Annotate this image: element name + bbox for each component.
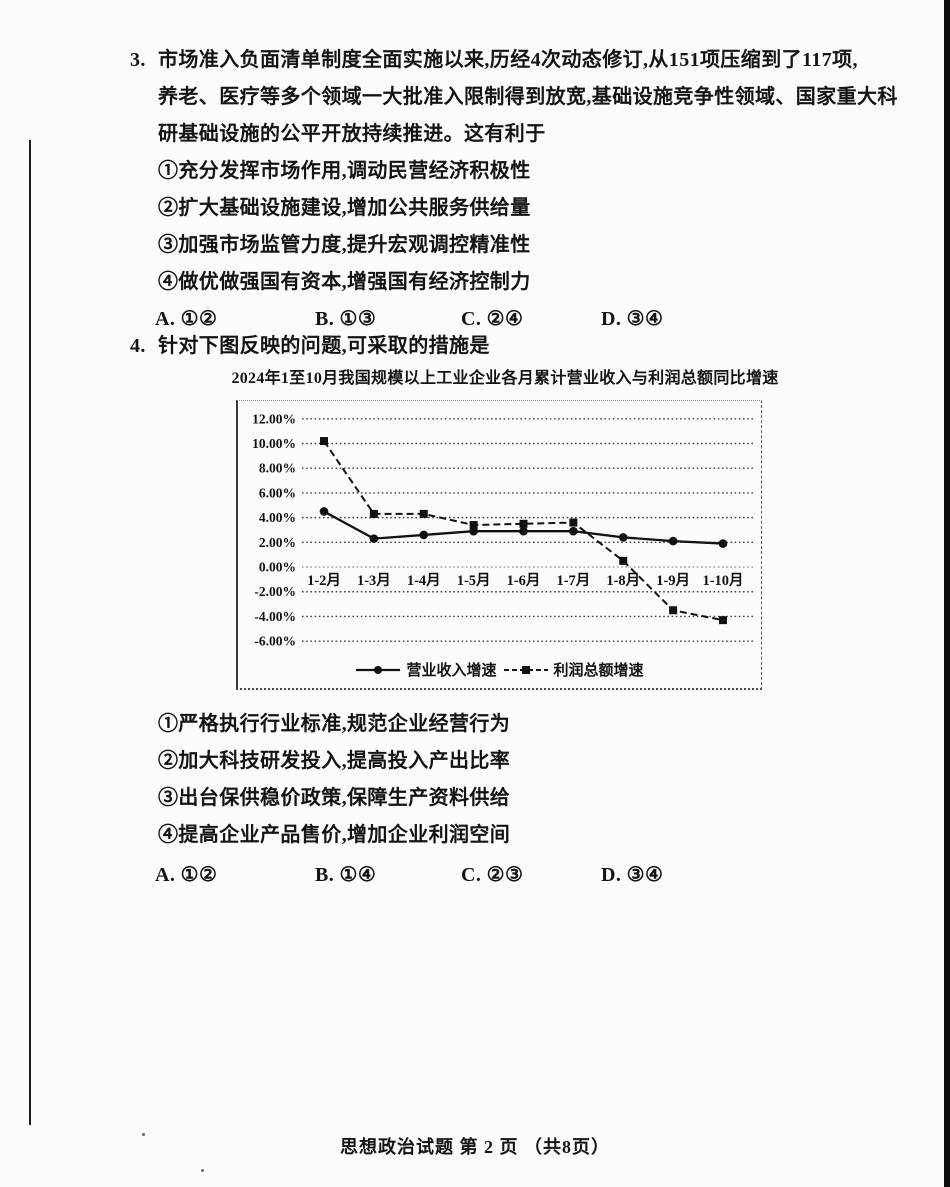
svg-text:1-2月: 1-2月 (307, 572, 341, 589)
question-4-options-row: A. ①② B. ①④ C. ②③ D. ③④ (130, 857, 942, 894)
question-number: 4. (130, 335, 146, 357)
chart-frame: 12.00% 10.00% 8.00% 6.00% 4.00% 2.00% 0.00% -2.… (236, 400, 762, 690)
question-4-statement-2: ②加大科技研发投入,提高投入产出比率 (158, 750, 511, 772)
series-0 (319, 507, 728, 548)
question-4-option-a: A. ①② (155, 864, 218, 886)
question-3-option-c: C. ②④ (461, 308, 524, 330)
legend-label: 利润总额增速 (553, 663, 644, 679)
question-4-body: ①严格执行行业标准,规范企业经营行为 ②加大科技研发投入,提高投入产出比率 ③出… (130, 706, 942, 894)
question-3-statement-2: ②扩大基础设施建设,增加公共服务供给量 (158, 197, 531, 219)
svg-text:6.00%: 6.00% (259, 485, 296, 500)
legend-item-profit: 利润总额增速 (503, 659, 644, 680)
svg-text:1-8月: 1-8月 (606, 572, 640, 589)
question-4-option-b: B. ①④ (315, 864, 377, 886)
question-4-statement-3: ③出台保供稳价政策,保障生产资料供给 (158, 787, 511, 809)
question-4-stem-line: 4. 针对下图反映的问题,可采取的措施是 (130, 328, 942, 365)
svg-text:-2.00%: -2.00% (254, 584, 296, 599)
svg-text:1-10月: 1-10月 (702, 572, 743, 589)
question-3-stem-line: 3. 市场准入负面清单制度全面实施以来,历经4次动态修订,从151项压缩到了117… (130, 42, 942, 79)
svg-text:1-3月: 1-3月 (357, 572, 391, 589)
svg-text:4.00%: 4.00% (259, 510, 296, 525)
question-3: 3. 市场准入负面清单制度全面实施以来,历经4次动态修订,从151项压缩到了117… (130, 42, 942, 338)
question-3-option-b: B. ①③ (315, 308, 377, 330)
svg-text:-6.00%: -6.00% (254, 634, 296, 649)
svg-text:2.00%: 2.00% (259, 535, 296, 550)
svg-text:1-5月: 1-5月 (457, 572, 491, 589)
question-4-option-c: C. ②③ (461, 864, 524, 886)
chart-title: 2024年1至10月我国规模以上工业企业各月累计营业收入与利润总额同比增速 (231, 370, 779, 387)
gridlines: 12.00% 10.00% 8.00% 6.00% 4.00% 2.00% 0.00% -2.… (252, 411, 754, 649)
svg-text:1-9月: 1-9月 (656, 572, 690, 589)
chart-legend: 营业收入增速 利润总额增速 (238, 659, 761, 680)
question-3-statement-1: ①充分发挥市场作用,调动民营经济积极性 (158, 160, 531, 182)
scan-speck (142, 1133, 145, 1136)
question-3-stem-line: 研基础设施的公平开放持续推进。这有利于 (158, 123, 546, 145)
chart-svg: 12.00% 10.00% 8.00% 6.00% 4.00% 2.00% 0.00% -2.… (252, 411, 754, 649)
question-4-option-d: D. ③④ (601, 864, 664, 886)
scan-left-rule (29, 140, 31, 1125)
page-footer: 思想政治试题 第 2 页 （共8页） (340, 1137, 610, 1157)
question-4-statement-4: ④提高企业产品售价,增加企业利润空间 (158, 824, 511, 846)
question-3-option-a: A. ①② (155, 308, 218, 330)
question-3-option-d: D. ③④ (601, 308, 664, 330)
series-1 (320, 437, 727, 625)
svg-text:10.00%: 10.00% (252, 436, 296, 451)
question-4-stem: 4. 针对下图反映的问题,可采取的措施是 (130, 328, 942, 365)
legend-label: 营业收入增速 (406, 663, 497, 679)
question-3-options-row: A. ①② B. ①③ C. ②④ D. ③④ (130, 301, 942, 338)
question-4-statement-1: ①严格执行行业标准,规范企业经营行为 (158, 713, 511, 735)
question-3-statement-3: ③加强市场监管力度,提升宏观调控精准性 (158, 234, 531, 256)
question-number: 3. (130, 49, 146, 71)
x-axis-labels: 1-2月 1-3月 1-4月 1-5月 1-6月 1-7月 1-8月 1-9月 1-10月 (307, 572, 743, 589)
legend-item-revenue: 营业收入增速 (355, 659, 497, 680)
question-3-stem-line: 养老、医疗等多个领域一大批准入限制得到放宽,基础设施竞争性领域、国家重大科 (158, 86, 898, 108)
svg-text:1-4月: 1-4月 (407, 572, 441, 589)
scan-speck (201, 1169, 204, 1172)
svg-text:8.00%: 8.00% (259, 461, 296, 476)
stem-text: 针对下图反映的问题,可采取的措施是 (158, 335, 490, 357)
stem-text: 市场准入负面清单制度全面实施以来,历经4次动态修订,从151项压缩到了117项, (158, 49, 858, 71)
svg-text:0.00%: 0.00% (259, 560, 296, 575)
svg-text:1-6月: 1-6月 (507, 572, 541, 589)
svg-text:12.00%: 12.00% (252, 411, 296, 426)
svg-text:-4.00%: -4.00% (254, 609, 296, 624)
question-3-statement-4: ④做优做强国有资本,增强国有经济控制力 (158, 271, 531, 293)
scan-right-border (944, 0, 950, 1187)
legend-dashed-square-marker-icon (503, 665, 548, 674)
svg-text:1-7月: 1-7月 (556, 572, 590, 589)
legend-solid-circle-marker-icon (356, 665, 401, 674)
